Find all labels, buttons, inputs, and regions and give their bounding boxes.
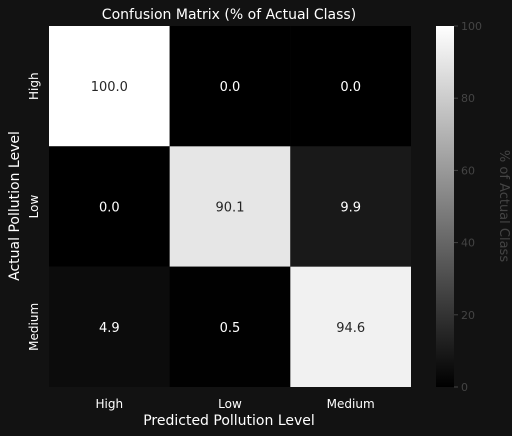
heatmap-cell	[169, 146, 291, 267]
colorbar-tick-label: 80	[461, 92, 475, 105]
y-axis-label: Actual Pollution Level	[7, 131, 23, 281]
y-tick-labels: High Low Medium	[27, 72, 41, 350]
colorbar-label: % of Actual Class	[496, 150, 511, 262]
colorbar-tick-label: 100	[461, 20, 482, 33]
colorbar-tick-label: 20	[461, 309, 475, 322]
cell-value-label: 4.9	[99, 321, 120, 336]
heatmap-cell	[290, 146, 411, 267]
colorbar-tick-label: 0	[461, 381, 468, 394]
colorbar-ticks: 0 20 40 60 80 100	[454, 20, 482, 394]
cell-value-label: 0.5	[220, 321, 241, 336]
heatmap-cell	[49, 26, 170, 147]
cell-value-label: 90.1	[216, 201, 245, 216]
heatmap-cell	[290, 266, 411, 387]
x-tick-label: High	[96, 397, 124, 411]
colorbar	[436, 26, 454, 387]
colorbar-tick-label: 60	[461, 164, 475, 177]
x-tick-label: Low	[218, 397, 242, 411]
cell-value-label: 0.0	[340, 80, 361, 95]
cell-value-label: 0.0	[220, 80, 241, 95]
heatmap-cell	[169, 266, 291, 387]
cell-value-label: 9.9	[340, 201, 361, 216]
y-tick-label: Low	[27, 195, 41, 219]
cell-value-label: 100.0	[91, 80, 128, 95]
y-tick-label: High	[27, 72, 41, 100]
colorbar-tick-label: 40	[461, 237, 475, 250]
x-tick-label: Medium	[327, 397, 375, 411]
x-axis-label: Predicted Pollution Level	[143, 413, 315, 429]
heatmap-cell-labels: 100.0 0.0 0.0 0.0 90.1 9.9 4.9 0.5 94.6	[91, 80, 365, 336]
heatmap-cell	[49, 266, 170, 387]
cell-value-label: 0.0	[99, 201, 120, 216]
x-tick-labels: High Low Medium	[96, 397, 375, 411]
chart-title: Confusion Matrix (% of Actual Class)	[102, 7, 356, 23]
heatmap-cells	[49, 26, 411, 387]
heatmap-cell	[169, 26, 291, 147]
heatmap-cell	[49, 146, 170, 267]
heatmap-cell	[290, 26, 411, 147]
y-tick-label: Medium	[27, 303, 41, 351]
cell-value-label: 94.6	[336, 321, 365, 336]
